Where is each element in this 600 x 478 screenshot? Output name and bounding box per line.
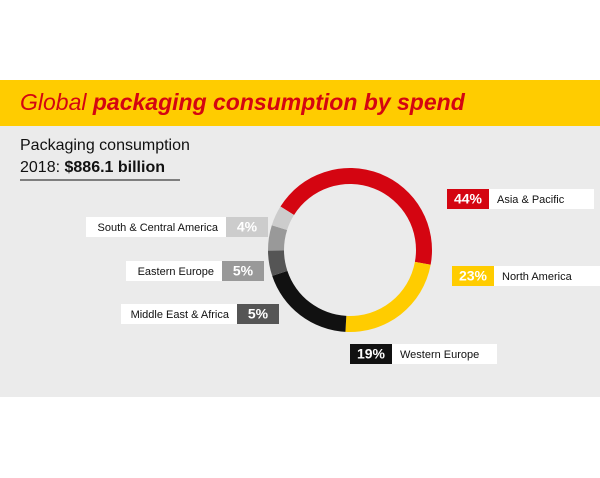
subtitle: Packaging consumption (20, 137, 190, 154)
donut-segment (267, 225, 288, 251)
panel (0, 126, 600, 397)
title-bold: packaging consumption by spend (92, 89, 466, 115)
category-label: North America (502, 271, 573, 283)
chart-title: Global packaging consumption by spend (20, 89, 466, 115)
title-banner (0, 80, 600, 126)
category-label: Eastern Europe (138, 266, 214, 278)
value-badge (447, 189, 489, 209)
value-badge (350, 344, 392, 364)
donut-segment (271, 206, 295, 231)
label-box (494, 266, 600, 286)
label-box (121, 304, 237, 324)
value-label: 23% (459, 268, 488, 284)
donut-segment (345, 261, 431, 332)
category-label: Western Europe (400, 349, 479, 361)
value-label: 5% (248, 306, 269, 322)
value-label: 5% (233, 263, 254, 279)
label-box (86, 217, 226, 237)
category-label: Asia & Pacific (497, 194, 565, 206)
category-label: South & Central America (98, 222, 219, 234)
subtitle-total: 2018: $886.1 billion (20, 159, 165, 176)
subtitle-value: $886.1 billion (65, 159, 165, 176)
category-label: Middle East & Africa (131, 309, 230, 321)
title-regular: Global (20, 89, 87, 115)
value-badge (222, 261, 264, 281)
subtitle-prefix: 2018: (20, 159, 60, 176)
donut-segment (268, 250, 288, 276)
label-box (489, 189, 594, 209)
value-badge (237, 304, 279, 324)
value-badge (226, 217, 268, 237)
donut-segment (272, 270, 347, 332)
value-label: 19% (357, 346, 386, 362)
label-box (392, 344, 497, 364)
donut-segment (280, 167, 432, 265)
value-badge (452, 266, 494, 286)
label-box (126, 261, 222, 281)
value-label: 44% (454, 191, 483, 207)
value-label: 4% (237, 219, 258, 235)
